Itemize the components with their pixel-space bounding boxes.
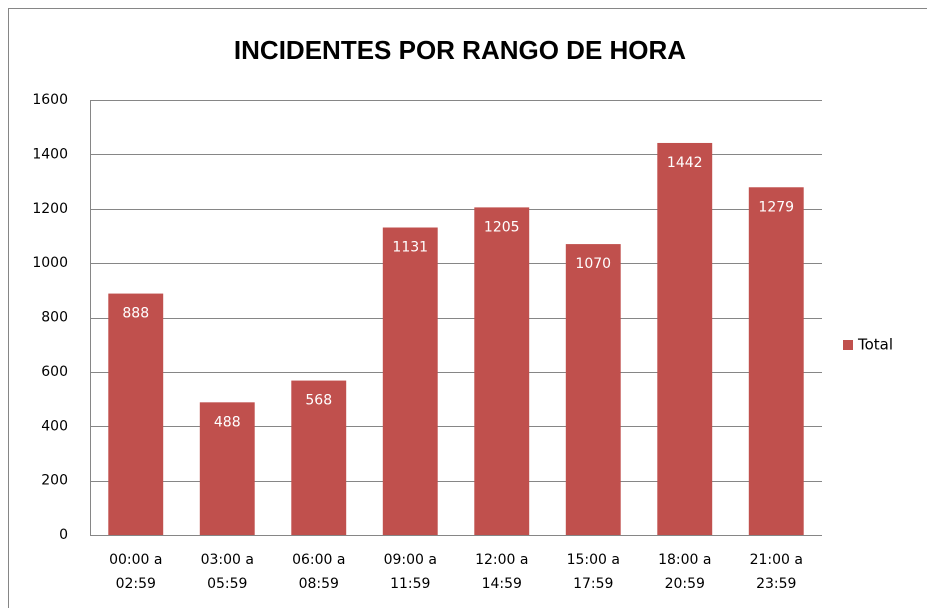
bar [565, 244, 621, 535]
data-label: 1070 [575, 256, 611, 272]
x-tick-label: 15:00 a 17:59 [567, 552, 620, 592]
bar [108, 293, 164, 535]
chart-title: INCIDENTES POR RANGO DE HORA [234, 35, 686, 65]
x-tick-label: 06:00 a 08:59 [292, 552, 345, 592]
x-tick-label: 00:00 a 02:59 [109, 552, 162, 592]
bar [382, 227, 438, 535]
y-tick-label: 1400 [32, 146, 68, 162]
y-tick-label: 1200 [32, 201, 68, 217]
y-tick-label: 400 [41, 418, 68, 434]
data-label: 488 [214, 414, 241, 430]
bar [657, 142, 713, 536]
legend-label: Total [857, 336, 893, 354]
y-tick-label: 0 [59, 527, 68, 543]
bar [291, 380, 347, 535]
x-tick-label: 09:00 a 11:59 [384, 552, 437, 592]
x-tick-label: 03:00 a 05:59 [201, 552, 254, 592]
bar [474, 207, 530, 535]
y-tick-label: 1600 [32, 92, 68, 108]
data-label: 1205 [484, 219, 520, 235]
y-tick-label: 600 [41, 364, 68, 380]
data-label: 1131 [392, 240, 428, 256]
x-tick-label: 21:00 a 23:59 [750, 552, 803, 592]
x-tick-label: 12:00 a 14:59 [475, 552, 528, 592]
data-label: 568 [305, 393, 332, 409]
bar [748, 187, 804, 535]
x-tick-label: 18:00 a 20:59 [658, 552, 711, 592]
data-label: 1279 [758, 199, 794, 215]
data-label: 888 [122, 306, 149, 322]
bar [199, 402, 255, 535]
legend-swatch [843, 340, 853, 350]
y-tick-label: 200 [41, 473, 68, 489]
data-label: 1442 [667, 155, 703, 171]
y-tick-label: 1000 [32, 255, 68, 271]
y-tick-label: 800 [41, 310, 68, 326]
